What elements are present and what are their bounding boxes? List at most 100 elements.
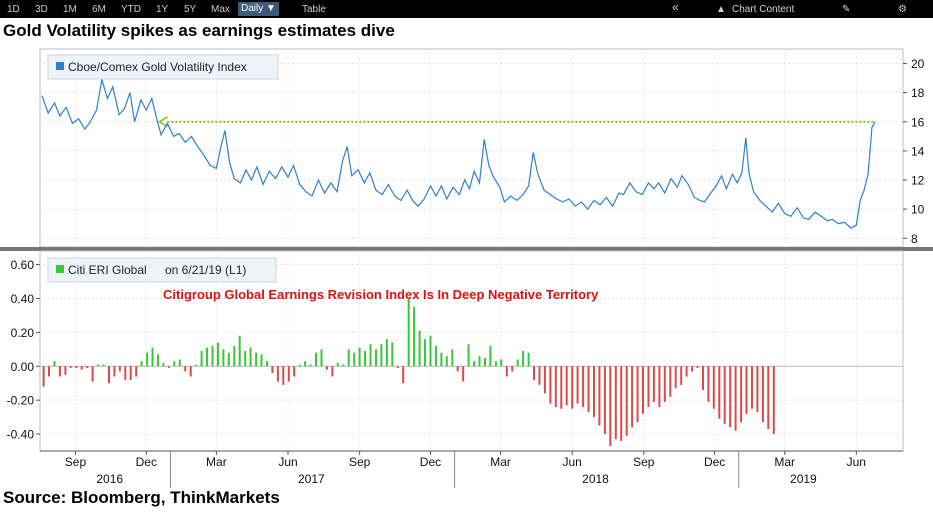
eri-bar — [118, 366, 121, 372]
eri-bar — [560, 366, 563, 409]
eri-bar — [451, 349, 454, 367]
eri-panel — [39, 250, 904, 452]
period-5y-button[interactable]: 5Y — [184, 4, 197, 15]
x-month-label: Dec — [704, 455, 725, 469]
eri-bar — [298, 364, 301, 367]
x-month-label: Sep — [65, 455, 87, 469]
eri-bar — [178, 359, 181, 367]
eri-bar — [533, 366, 535, 380]
eri-bar — [647, 366, 650, 407]
eri-bar — [102, 364, 105, 367]
x-year-label: 2016 — [96, 472, 123, 486]
x-month-label: Jun — [847, 455, 866, 469]
period-1d-button[interactable]: 1D — [7, 4, 20, 15]
eri-bar — [603, 366, 606, 435]
eri-bar — [162, 362, 165, 367]
eri-bar — [369, 344, 372, 367]
eri-bar — [636, 366, 639, 423]
eri-bar — [549, 366, 552, 404]
chart-content-button[interactable]: Chart Content — [732, 4, 795, 15]
eri-bar — [353, 352, 356, 367]
eri-bar — [576, 366, 579, 404]
eri-bar — [505, 366, 508, 377]
panel-separator — [0, 247, 933, 251]
frequency-dropdown[interactable]: Daily ▼ — [238, 2, 279, 16]
gvz-tick-label: 16 — [911, 115, 925, 129]
period-max-button[interactable]: Max — [211, 4, 230, 15]
eri-bar — [58, 366, 61, 377]
eri-bar — [140, 361, 143, 367]
eri-bar — [309, 364, 312, 367]
eri-bar — [48, 366, 50, 377]
period-3d-button[interactable]: 3D — [35, 4, 48, 15]
period-1y-button[interactable]: 1Y — [156, 4, 169, 15]
eri-bar — [244, 351, 247, 367]
eri-bar — [642, 366, 644, 414]
eri-bar — [206, 347, 208, 367]
eri-bar — [304, 361, 307, 367]
double-chevron-left-icon[interactable]: « — [672, 0, 679, 14]
eri-bar — [772, 366, 775, 435]
eri-bar — [729, 366, 732, 428]
eri-bar — [658, 366, 661, 407]
eri-bar — [522, 351, 525, 367]
period-1m-button[interactable]: 1M — [63, 4, 77, 15]
eri-bar — [691, 366, 694, 372]
eri-bar — [663, 366, 666, 402]
period-ytd-button[interactable]: YTD — [121, 4, 141, 15]
eri-bar — [227, 352, 230, 367]
eri-bar — [609, 366, 612, 446]
x-year-label: 2018 — [582, 472, 609, 486]
eri-bar — [767, 366, 770, 429]
eri-bar — [565, 366, 568, 406]
eri-bar — [97, 364, 100, 367]
eri-bar — [478, 356, 481, 367]
eri-bar — [587, 366, 590, 413]
gvz-legend-label: Cboe/Comex Gold Volatility Index — [68, 60, 247, 74]
source-note: Source: Bloomberg, ThinkMarkets — [3, 488, 280, 507]
x-month-label: Mar — [774, 455, 795, 469]
eri-bar — [385, 339, 388, 367]
eri-bar — [266, 361, 268, 367]
eri-bar — [669, 366, 672, 397]
eri-bar — [42, 366, 45, 387]
eri-bar — [380, 344, 383, 367]
eri-bar — [315, 352, 317, 367]
eri-bar — [554, 366, 557, 407]
eri-bar — [625, 366, 628, 436]
eri-legend-label: Citi ERI Global — [68, 263, 147, 277]
x-month-label: Mar — [206, 455, 227, 469]
eri-bar — [135, 366, 138, 377]
eri-bar — [445, 356, 448, 367]
eri-bar — [75, 366, 78, 368]
eri-bar — [293, 366, 296, 377]
eri-bar — [582, 366, 585, 407]
chart-headline: Gold Volatility spikes as earnings estim… — [3, 21, 395, 40]
table-button[interactable]: Table — [302, 4, 326, 15]
eri-bar — [407, 298, 410, 367]
gvz-tick-label: 20 — [911, 57, 925, 71]
eri-tick-label: 0.60 — [11, 258, 35, 272]
eri-bar — [756, 366, 759, 413]
eri-bar — [429, 335, 432, 367]
x-month-label: Jun — [562, 455, 581, 469]
eri-bar — [233, 345, 236, 367]
eri-bar — [593, 366, 595, 418]
eri-bar — [571, 366, 574, 409]
gvz-legend-swatch — [56, 62, 64, 70]
period-6m-button[interactable]: 6M — [92, 4, 106, 15]
eri-bar — [157, 354, 159, 367]
eri-bar — [249, 347, 252, 367]
gear-icon[interactable]: ⚙ — [898, 4, 907, 15]
eri-bar — [500, 359, 503, 367]
eri-bar — [195, 364, 198, 367]
eri-bar — [86, 366, 89, 368]
edit-icon[interactable]: ✎ — [842, 4, 851, 15]
eri-bar — [434, 345, 437, 367]
eri-bar — [413, 306, 416, 367]
eri-legend-swatch — [56, 265, 64, 273]
eri-bar — [238, 335, 241, 367]
eri-bar — [124, 366, 127, 380]
eri-bar — [680, 366, 683, 385]
